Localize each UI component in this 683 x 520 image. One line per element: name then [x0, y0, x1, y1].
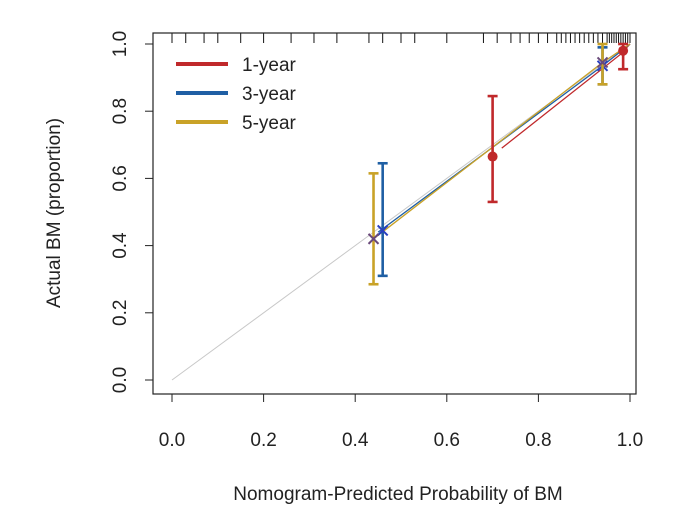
- y-tick-label: 0.4: [110, 232, 131, 259]
- point-1-year: [618, 45, 629, 56]
- y-tick-label: 0.6: [110, 165, 131, 191]
- x-tick-label: 0.0: [159, 430, 185, 451]
- y-tick-label: 0.0: [110, 367, 131, 393]
- x-tick-label: 0.6: [434, 430, 460, 451]
- x-axis: 0.0 0.2 0.4 0.6 0.8 1.0: [159, 393, 643, 451]
- point-x-b-5-year: [596, 56, 609, 69]
- legend-label-3-year: 3-year: [242, 84, 297, 105]
- x-axis-title: Nomogram-Predicted Probability of BM: [233, 484, 562, 505]
- point-x-b-5-year: [367, 233, 380, 245]
- x-tick-label: 1.0: [617, 430, 643, 451]
- y-axis: 0.0 0.2 0.4 0.6 0.8 1.0: [110, 31, 154, 393]
- y-tick-label: 1.0: [110, 31, 131, 57]
- x-tick-label: 0.2: [250, 430, 276, 451]
- y-tick-label: 0.8: [110, 98, 131, 124]
- legend: 1-year 3-year 5-year: [176, 55, 297, 134]
- point-x-b-3-year: [376, 224, 389, 237]
- x-tick-label: 0.8: [525, 430, 551, 451]
- legend-label-1-year: 1-year: [242, 55, 297, 76]
- x-tick-label: 0.4: [342, 430, 369, 451]
- point-1-year: [487, 151, 498, 162]
- y-axis-title: Actual BM (proportion): [44, 118, 65, 308]
- y-tick-label: 0.2: [110, 300, 131, 326]
- calibration-points: [367, 42, 629, 286]
- rug-marks: [171, 33, 631, 43]
- legend-label-5-year: 5-year: [242, 113, 297, 134]
